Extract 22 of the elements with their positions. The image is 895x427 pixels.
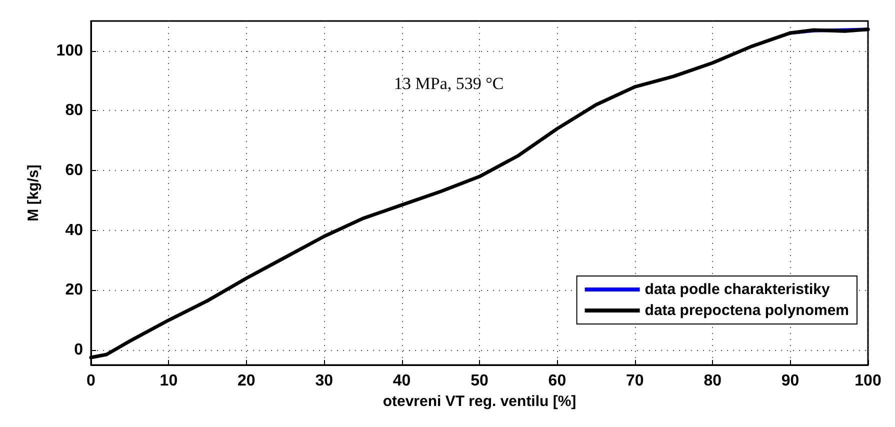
- y-tick-label: 100: [56, 42, 84, 60]
- y-tick-label: 20: [65, 282, 84, 299]
- y-tick-label: 40: [65, 222, 84, 239]
- x-axis-title: otevreni VT reg. ventilu [%]: [382, 392, 576, 410]
- x-tick-label: 90: [781, 372, 800, 390]
- y-axis-title: M [kg/s]: [25, 164, 42, 222]
- annotation: 13 MPa, 539 °C: [394, 74, 504, 93]
- legend-label: data podle charakteristiky: [644, 281, 831, 298]
- y-tick-label: 60: [65, 162, 84, 180]
- x-tick-label: 30: [315, 372, 334, 390]
- x-tick-label: 20: [238, 372, 256, 390]
- x-tick-label: 40: [392, 372, 411, 390]
- y-tick-label: 80: [65, 102, 84, 120]
- x-tick-label: 50: [470, 372, 488, 390]
- x-tick-label: 0: [86, 372, 96, 390]
- y-tick-label: 0: [74, 342, 84, 359]
- x-tick-label: 60: [548, 372, 566, 390]
- x-tick-label: 10: [160, 372, 178, 390]
- x-tick-label: 100: [854, 372, 882, 390]
- x-tick-label: 70: [626, 372, 644, 390]
- x-tick-label: 80: [704, 372, 722, 390]
- legend-label: data prepoctena polynomem: [644, 302, 850, 319]
